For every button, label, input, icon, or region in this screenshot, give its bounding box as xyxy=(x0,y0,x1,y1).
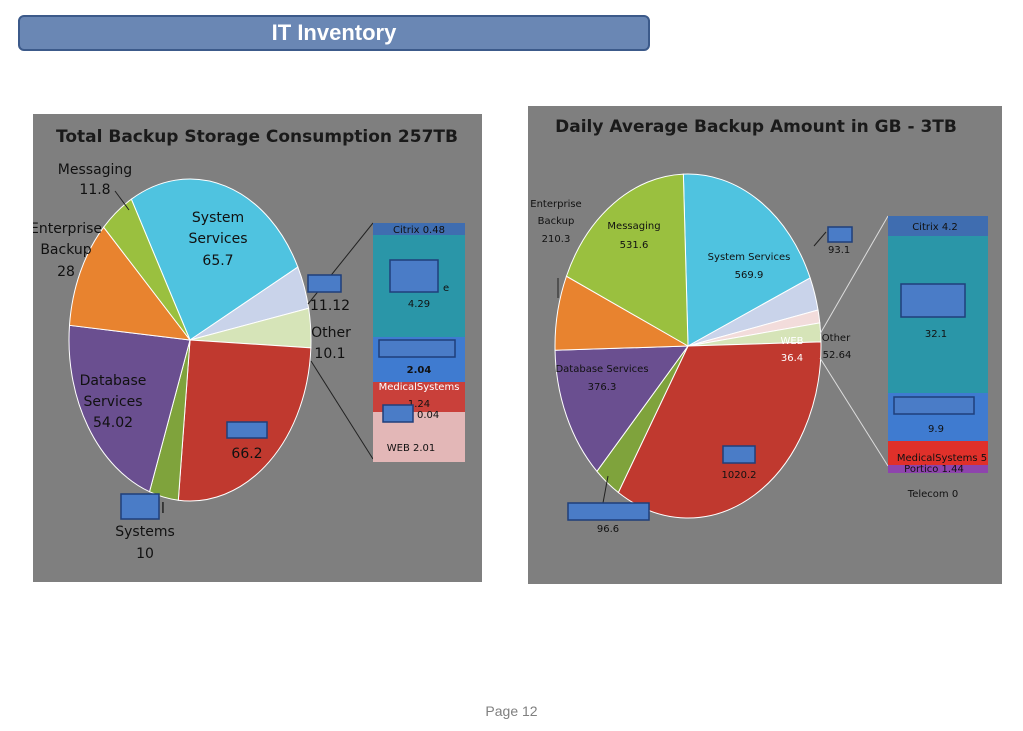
leader-line xyxy=(602,475,609,504)
label-enterprise-backup-2: Backup xyxy=(40,242,91,258)
value-web: 36.4 xyxy=(781,353,803,364)
label-messaging: Messaging xyxy=(58,162,132,178)
breakdown-citrix-label: Citrix 0.48 xyxy=(393,225,445,236)
value-enterprise-backup: 210.3 xyxy=(542,234,571,245)
breakdown-label-cut: e xyxy=(443,283,449,294)
value-system-services: 569.9 xyxy=(735,270,764,281)
value-database-services: 376.3 xyxy=(588,382,617,393)
redacted-box xyxy=(389,259,439,293)
value-systems: 10 xyxy=(136,546,154,562)
redacted-box xyxy=(722,445,756,464)
page-number: Page 12 xyxy=(485,703,538,719)
breakdown-value: 9.9 xyxy=(928,424,944,435)
redacted-box xyxy=(226,421,268,439)
value-messaging: 11.8 xyxy=(79,182,110,198)
label-database-services: Database xyxy=(80,373,147,389)
redacted-box xyxy=(900,283,966,318)
breakdown-value: 4.29 xyxy=(408,299,430,310)
redacted-box xyxy=(893,396,975,415)
breakdown-value: 0.04 xyxy=(417,410,439,421)
breakdown-telecom-label: Telecom 0 xyxy=(907,489,958,500)
label-enterprise-backup: Enterprise xyxy=(530,199,581,210)
breakdown-citrix-label: Citrix 4.2 xyxy=(912,222,958,233)
daily-backup-chart: Daily Average Backup Amount in GB - 3TB … xyxy=(528,106,1002,584)
label-other: Other xyxy=(311,325,351,341)
value-small-slice: 93.1 xyxy=(828,245,850,256)
breakdown-medical xyxy=(888,441,988,465)
pie-slice-0 xyxy=(682,173,811,347)
value-red-slice: 1020.2 xyxy=(722,470,757,481)
value-system-services: 65.7 xyxy=(202,253,233,269)
pie-slice-8 xyxy=(565,173,689,347)
label-system-services: System Services xyxy=(708,252,791,263)
pie-slices xyxy=(554,173,822,519)
leader-line xyxy=(813,231,827,247)
value-green-slice: 96.6 xyxy=(597,524,619,535)
breakdown-portico xyxy=(888,465,988,473)
breakdown-portico-label: Portico 1.44 xyxy=(904,464,964,475)
label-enterprise-backup-2: Backup xyxy=(538,216,575,227)
label-messaging: Messaging xyxy=(607,221,660,232)
breakdown-medical-label: MedicalSystems xyxy=(379,382,460,393)
pie-slice-7 xyxy=(103,198,191,341)
breakdown-web-label: WEB 2.01 xyxy=(387,443,436,454)
redacted-box xyxy=(382,404,414,423)
label-web: WEB xyxy=(780,336,803,347)
redacted-box xyxy=(378,339,456,358)
value-database-services: 54.02 xyxy=(93,415,133,431)
redacted-box xyxy=(567,502,650,521)
label-database-services-2: Services xyxy=(83,394,142,410)
pie-slices xyxy=(68,178,312,502)
chart-title: Total Backup Storage Consumption 257TB xyxy=(56,127,458,147)
backup-storage-chart: Total Backup Storage Consumption 257TB C… xyxy=(33,114,482,582)
pie-slice-6 xyxy=(68,226,192,341)
breakdown-value: 32.1 xyxy=(925,329,947,340)
connector-line xyxy=(819,357,889,467)
redacted-box xyxy=(120,493,160,520)
breakdown-bar xyxy=(373,223,465,462)
label-enterprise-backup: Enterprise xyxy=(33,221,102,237)
label-system-services: System xyxy=(192,210,244,226)
pie-slice-6 xyxy=(554,345,690,473)
value-messaging: 531.6 xyxy=(620,240,649,251)
page-title: IT Inventory xyxy=(18,15,650,51)
label-cut: l xyxy=(161,501,165,517)
chart-title: Daily Average Backup Amount in GB - 3TB xyxy=(555,117,957,137)
breakdown-citrix xyxy=(888,216,988,236)
pie-slice-5 xyxy=(68,324,191,493)
breakdown-medical-value: 1.24 xyxy=(408,399,430,410)
value-small-slice: 11.12 xyxy=(310,298,350,314)
label-database-services: Database Services xyxy=(555,364,648,375)
connector-line xyxy=(310,360,374,460)
label-systems: Systems xyxy=(115,524,175,540)
connector-line xyxy=(819,215,889,335)
leader-line xyxy=(114,190,130,211)
breakdown-value: 2.04 xyxy=(407,365,432,376)
value-other: 52.64 xyxy=(823,350,852,361)
pie-slice-0 xyxy=(130,178,299,341)
value-other: 10.1 xyxy=(314,346,345,362)
pie-slice-4 xyxy=(617,341,822,519)
value-red-slice: 66.2 xyxy=(231,446,262,462)
breakdown-citrix xyxy=(373,223,465,235)
redacted-box xyxy=(307,274,342,293)
pie-slice-3 xyxy=(177,339,312,502)
breakdown-medical-label: MedicalSystems 5 xyxy=(897,453,987,464)
redacted-box xyxy=(827,226,853,243)
label-system-services-2: Services xyxy=(188,231,247,247)
label-other: Other xyxy=(822,333,851,344)
value-enterprise-backup: 28 xyxy=(57,264,75,280)
